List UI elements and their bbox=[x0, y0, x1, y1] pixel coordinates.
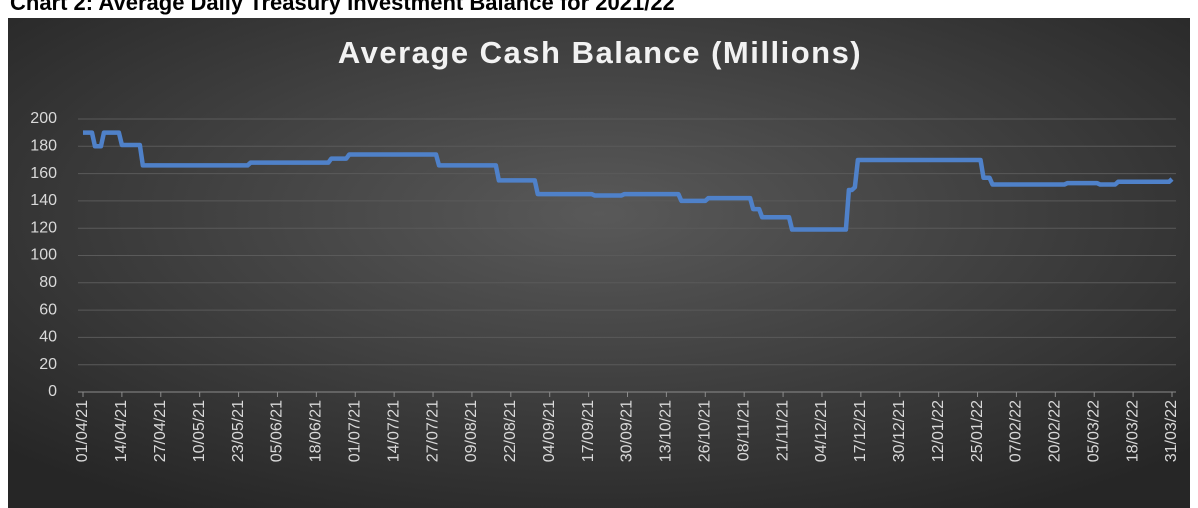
x-tick-label: 07/02/22 bbox=[1008, 400, 1025, 462]
x-tick-label: 12/01/22 bbox=[930, 400, 947, 462]
x-tick-label: 30/12/21 bbox=[891, 400, 908, 462]
y-tick-label: 120 bbox=[30, 219, 57, 236]
y-tick-label: 20 bbox=[39, 356, 57, 373]
x-tick-label: 23/05/21 bbox=[230, 400, 247, 462]
x-tick-label: 08/11/21 bbox=[735, 400, 752, 461]
x-tick-label: 09/08/21 bbox=[463, 400, 480, 462]
data-line bbox=[83, 130, 1174, 232]
x-tick-label: 26/10/21 bbox=[697, 400, 714, 462]
x-tick-label: 04/12/21 bbox=[813, 400, 830, 462]
y-tick-label: 60 bbox=[39, 301, 57, 318]
y-tick-label: 200 bbox=[30, 110, 57, 127]
y-tick-label: 180 bbox=[30, 138, 57, 155]
y-tick-label: 140 bbox=[30, 192, 57, 209]
x-tick-label: 01/07/21 bbox=[346, 400, 363, 462]
x-tick-label: 20/02/22 bbox=[1047, 400, 1064, 462]
x-tick-label: 27/04/21 bbox=[152, 400, 169, 462]
y-tick-label: 80 bbox=[39, 274, 57, 291]
x-tick-label: 18/03/22 bbox=[1124, 400, 1141, 462]
chart-background bbox=[8, 18, 1190, 508]
x-tick-label: 21/11/21 bbox=[774, 400, 791, 461]
x-tick-label: 04/09/21 bbox=[541, 400, 558, 462]
x-tick-label: 31/03/22 bbox=[1163, 400, 1180, 462]
x-tick-label: 05/06/21 bbox=[269, 400, 286, 462]
y-tick-label: 160 bbox=[30, 165, 57, 182]
x-tick-label: 27/07/21 bbox=[424, 400, 441, 462]
x-tick-label: 14/07/21 bbox=[385, 400, 402, 462]
x-tick-label: 13/10/21 bbox=[658, 400, 675, 462]
x-tick-label: 30/09/21 bbox=[619, 400, 636, 462]
y-tick-label: 0 bbox=[48, 383, 57, 400]
x-tick-label: 14/04/21 bbox=[113, 400, 130, 462]
chart-title: Average Cash Balance (Millions) bbox=[338, 35, 862, 70]
x-tick-label: 18/06/21 bbox=[308, 400, 325, 462]
x-tick-label: 17/09/21 bbox=[580, 400, 597, 462]
plot: 0 20 40 60 80 100 120 140 160 180 200 01/04/21 14/04… bbox=[30, 110, 1180, 462]
y-tick-label: 100 bbox=[30, 247, 57, 264]
x-tick-label: 17/12/21 bbox=[852, 400, 869, 462]
page-heading: Chart 2: Average Daily Treasury Investme… bbox=[10, 0, 675, 15]
x-tick-label: 22/08/21 bbox=[502, 400, 519, 462]
x-tick-label: 05/03/22 bbox=[1085, 400, 1102, 462]
x-tick-label: 10/05/21 bbox=[191, 400, 208, 462]
y-tick-label: 40 bbox=[39, 329, 57, 346]
x-tick-label: 01/04/21 bbox=[74, 400, 91, 462]
x-tick-label: 25/01/22 bbox=[969, 400, 986, 462]
